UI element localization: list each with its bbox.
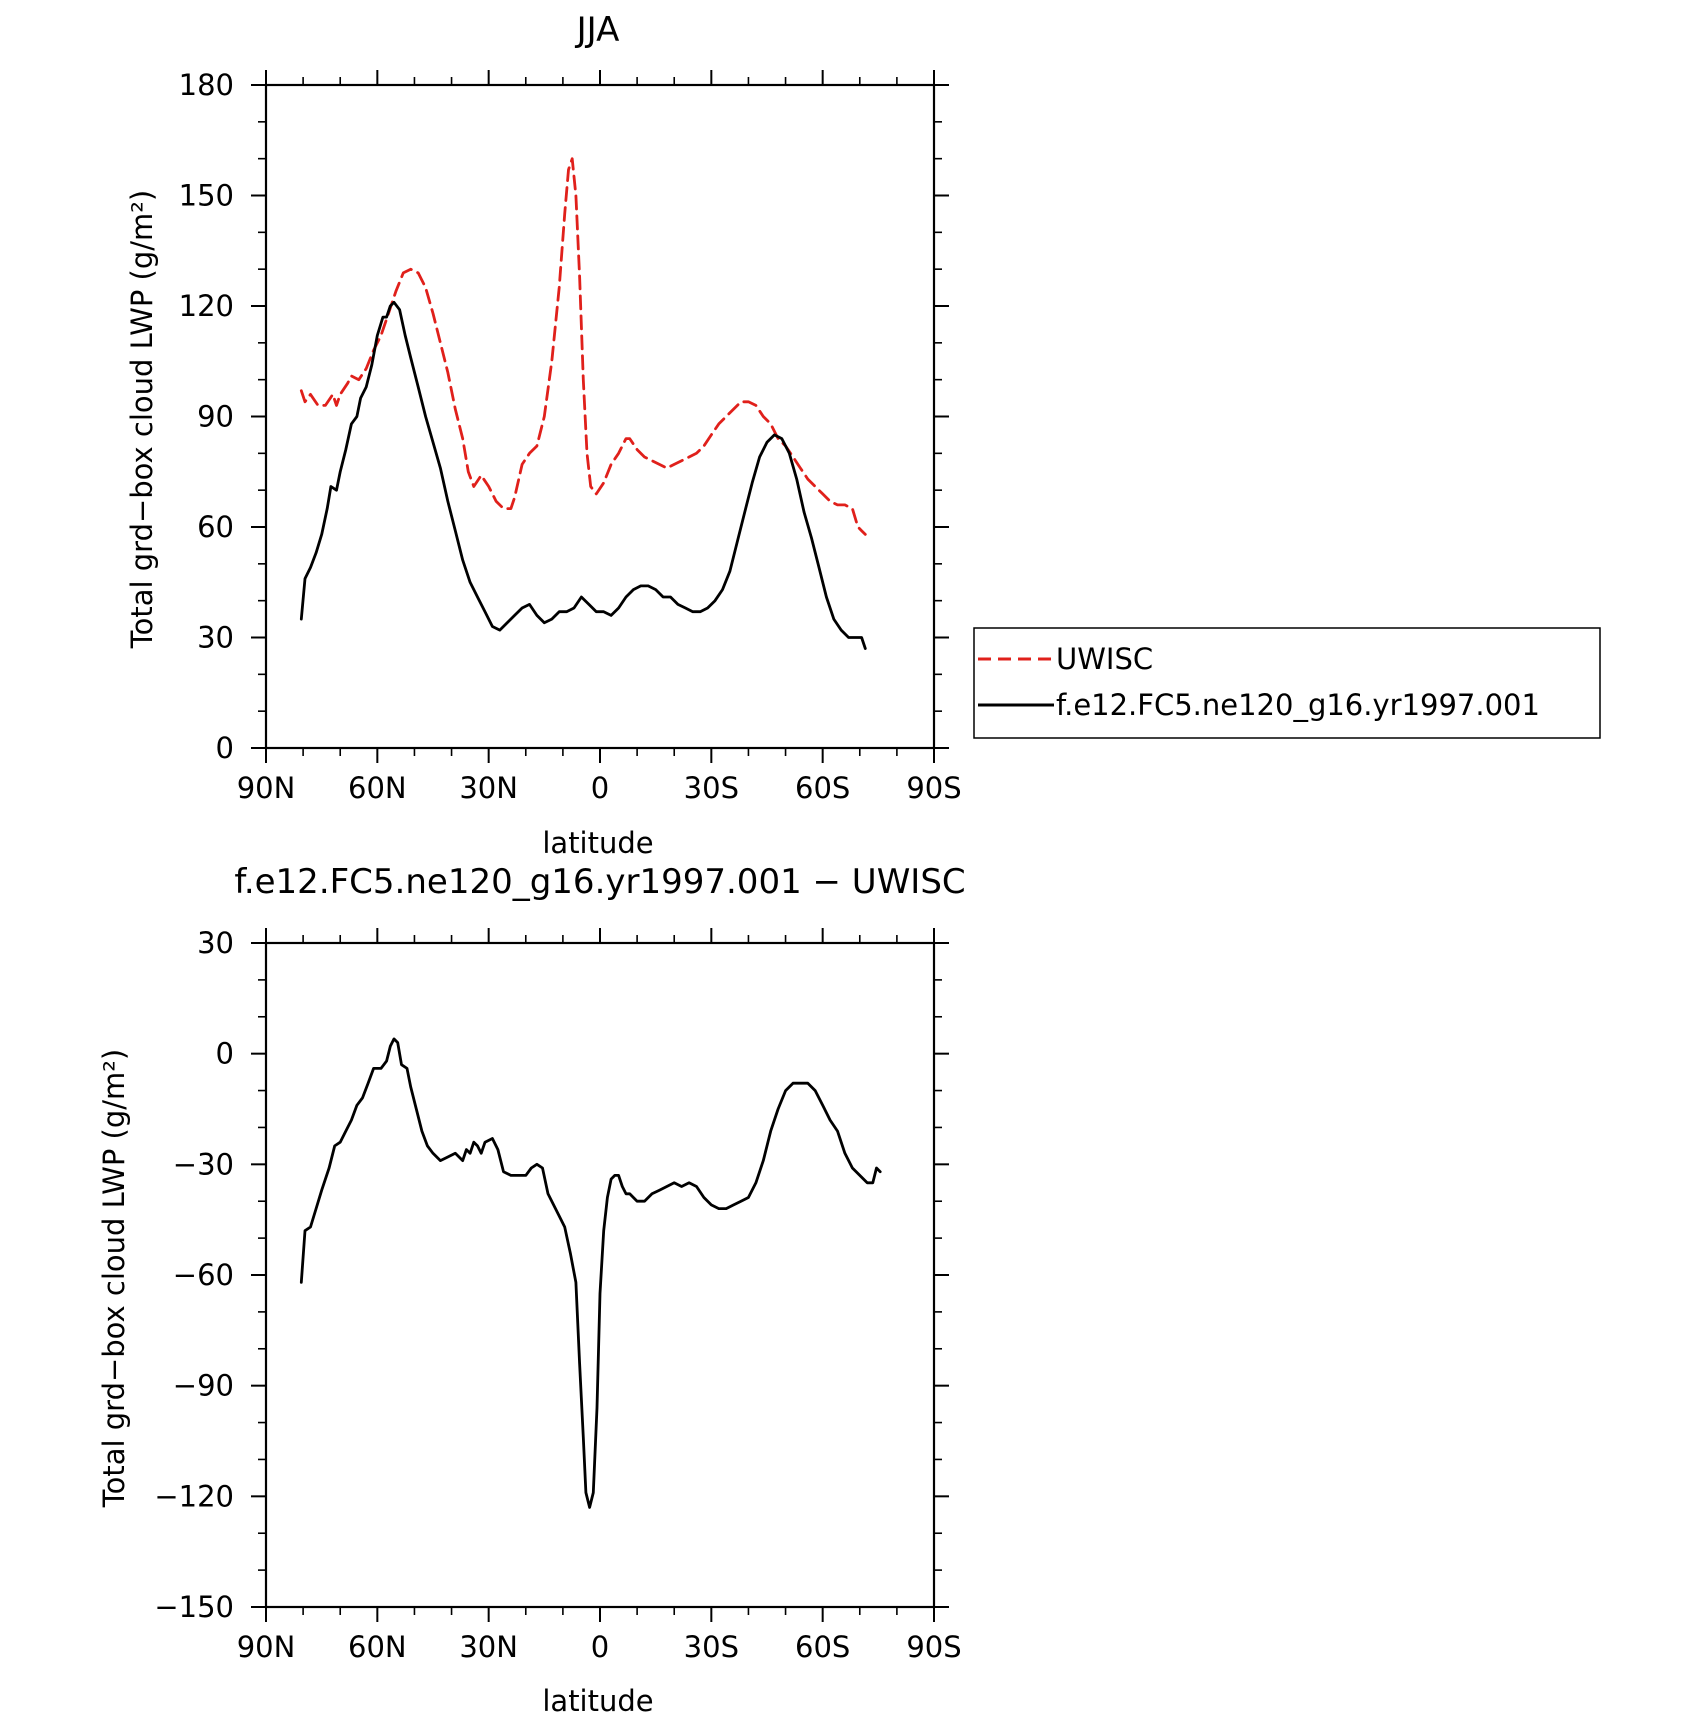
top-series-line-0 [299, 157, 867, 536]
top-y-tick-label: 30 [197, 621, 234, 655]
top-x-tick-label: 60S [795, 771, 850, 805]
bottom-plot-area: 90N 60N 30N 0 30S 60S 90S −150 −120 −90 −60 −30 0 30 [154, 926, 961, 1664]
top-x-tick-label: 30N [459, 771, 518, 805]
top-x-tick-label: 30S [684, 771, 739, 805]
bottom-y-tick-label: −150 [154, 1590, 234, 1624]
top-y-tick-label: 0 [216, 731, 234, 765]
top-series-line-1 [299, 300, 867, 650]
top-y-tick-label: 90 [197, 400, 234, 434]
bottom-x-tick-label: 90N [237, 1630, 296, 1664]
bottom-panel: f.e12.FC5.ne120_g16.yr1997.001 − UWISC 9… [97, 862, 966, 1718]
top-y-tick-label: 180 [179, 68, 234, 102]
top-x-tick-label: 0 [591, 771, 609, 805]
top-plot-frame [264, 83, 936, 750]
legend-box [973, 627, 1601, 739]
bottom-x-tick-label: 60S [795, 1630, 850, 1664]
bottom-y-tick-label: −90 [173, 1369, 234, 1403]
bottom-y-tick-label: −30 [173, 1147, 234, 1181]
bottom-x-tick-label: 0 [591, 1630, 609, 1664]
bottom-x-axis-title: latitude [542, 1684, 653, 1718]
bottom-y-tick-label: −120 [154, 1479, 234, 1513]
bottom-y-tick-label: 30 [197, 926, 234, 960]
legend-label-uwisc: UWISC [1056, 642, 1153, 676]
bottom-x-tick-label: 30N [459, 1630, 518, 1664]
top-y-tick-label: 120 [179, 289, 234, 323]
top-panel: JJA 90N 60N 30N 0 30S 60S 90S0306090120150180 … [125, 10, 1601, 860]
top-y-axis-title: Total grd−box cloud LWP (g/m²) [125, 190, 159, 649]
top-x-tick-label: 90S [906, 771, 961, 805]
legend-label-model: f.e12.FC5.ne120_g16.yr1997.001 [1056, 688, 1540, 722]
top-x-axis-title: latitude [542, 826, 653, 860]
top-y-tick-label: 60 [197, 510, 234, 544]
top-chart-title: JJA [575, 10, 620, 50]
bottom-series-line-0 [299, 1037, 882, 1509]
bottom-x-tick-label: 60N [348, 1630, 407, 1664]
bottom-y-tick-label: 0 [216, 1037, 234, 1071]
top-y-tick-label: 150 [179, 179, 234, 213]
bottom-y-axis-title: Total grd−box cloud LWP (g/m²) [97, 1049, 131, 1508]
legend: UWISC f.e12.FC5.ne120_g16.yr1997.001 [973, 627, 1601, 739]
bottom-chart-title: f.e12.FC5.ne120_g16.yr1997.001 − UWISC [234, 862, 965, 902]
top-plot-area: 90N 60N 30N 0 30S 60S 90S 0 30 60 90 120 150 180 [179, 68, 962, 805]
bottom-x-tick-label: 90S [906, 1630, 961, 1664]
top-x-tick-label: 90N [237, 771, 296, 805]
bottom-x-tick-label: 30S [684, 1630, 739, 1664]
top-x-tick-label: 60N [348, 771, 407, 805]
bottom-y-tick-label: −60 [173, 1258, 234, 1292]
